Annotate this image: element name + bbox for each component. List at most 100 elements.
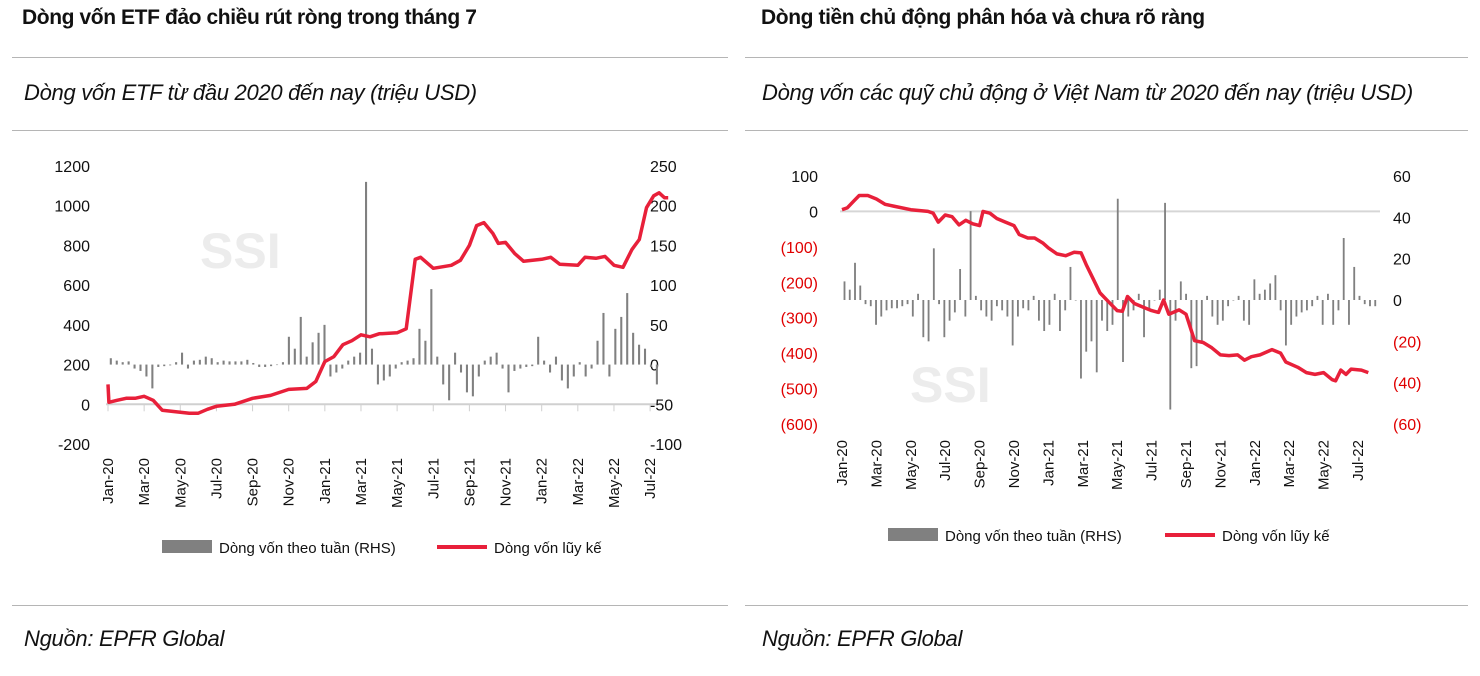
weekly-flow-bar <box>477 364 480 377</box>
weekly-flow-bar <box>1295 300 1298 317</box>
cumulative-flow-line <box>106 191 669 415</box>
weekly-flow-bar <box>495 352 498 365</box>
weekly-flow-bar <box>181 352 184 365</box>
y-right-tick-label: 0 <box>650 358 659 375</box>
y-left-tick-label: 1000 <box>54 199 90 216</box>
weekly-flow-bar <box>554 356 558 365</box>
weekly-flow-bar <box>1321 300 1324 325</box>
weekly-flow-bar <box>287 336 290 365</box>
weekly-flow-bar <box>995 300 998 307</box>
x-tick-label: May-20 <box>172 458 189 508</box>
weekly-flow-bar <box>406 360 409 365</box>
divider <box>12 605 728 606</box>
weekly-flow-bar <box>1216 300 1219 325</box>
weekly-flow-bar <box>649 364 652 367</box>
weekly-flow-bar <box>890 300 893 309</box>
weekly-flow-bar <box>370 348 374 365</box>
y-right-tick-label: -100 <box>650 437 682 454</box>
weekly-flow-bar <box>436 356 439 365</box>
left-chart-title: Dòng vốn ETF đảo chiều rút ròng trong th… <box>22 6 477 29</box>
weekly-flow-bar <box>1316 295 1319 300</box>
weekly-flow-bar <box>911 300 914 317</box>
weekly-flow-bar <box>906 300 909 305</box>
weekly-flow-bar <box>1137 293 1140 300</box>
weekly-flow-bar <box>1106 300 1109 331</box>
weekly-flow-bar <box>1258 293 1261 300</box>
weekly-flow-bar <box>843 281 846 300</box>
x-tick-label: Sep-20 <box>972 440 989 488</box>
weekly-flow-bar <box>483 360 486 365</box>
weekly-flow-bar <box>1221 300 1224 321</box>
y-left-tick-label: (600) <box>781 417 818 434</box>
legend-bar-swatch <box>162 540 212 553</box>
weekly-flow-bar <box>1284 300 1287 346</box>
weekly-flow-bar <box>1048 300 1051 325</box>
x-tick-label: Mar-21 <box>353 458 370 506</box>
weekly-flow-bar <box>210 358 213 365</box>
weekly-flow-bar <box>192 360 195 365</box>
weekly-flow-bar <box>1374 300 1377 307</box>
weekly-flow-bar <box>1358 295 1361 300</box>
weekly-flow-bar <box>139 364 142 371</box>
divider <box>745 130 1468 131</box>
weekly-flow-bar <box>848 289 851 300</box>
weekly-flow-bar <box>1164 202 1166 300</box>
y-left-tick-label: 800 <box>63 238 90 255</box>
x-tick-label: Jul-21 <box>425 458 442 499</box>
weekly-flow-bar <box>938 300 941 305</box>
weekly-flow-bar <box>376 364 379 385</box>
weekly-flow-bar <box>1206 295 1209 300</box>
weekly-flow-bar <box>632 332 635 365</box>
weekly-flow-bar <box>1001 300 1004 311</box>
x-tick-label: May-22 <box>606 458 623 508</box>
y-right-tick-label: 40 <box>1393 210 1411 227</box>
weekly-flow-bar <box>932 248 935 300</box>
x-tick-label: Jul-22 <box>642 458 659 499</box>
weekly-flow-bar <box>990 300 993 321</box>
etf-flow-chart: SSI Jan-20 Mar-20 May-20 Jul-20 Sep-20 Nov-20 J… <box>54 159 682 557</box>
weekly-flow-bar <box>1016 300 1019 317</box>
weekly-flow-bar <box>151 364 154 389</box>
x-tick-label: May-22 <box>1316 440 1333 490</box>
weekly-flow-bar <box>1242 300 1245 321</box>
weekly-flow-bar <box>626 293 629 365</box>
y-right-tick-label: 20 <box>1393 252 1411 269</box>
x-tick-label: Mar-22 <box>1281 440 1298 488</box>
weekly-flow-bar <box>531 364 534 367</box>
weekly-flow-bar <box>507 364 510 393</box>
y-right-tick-label: 50 <box>650 318 668 335</box>
y-right-tick-label: (40) <box>1393 376 1421 393</box>
divider <box>745 605 1468 606</box>
weekly-flow-bar <box>1022 300 1025 309</box>
weekly-flow-bar <box>1011 300 1014 346</box>
weekly-flow-bar <box>394 364 397 369</box>
weekly-flow-bar <box>234 361 237 365</box>
weekly-flow-bar <box>400 362 403 365</box>
legend-bar-swatch <box>888 528 938 541</box>
x-tick-label: Jan-21 <box>1040 440 1057 486</box>
weekly-flow-bar <box>537 336 540 365</box>
weekly-flow-bar <box>1237 295 1240 300</box>
x-tick-label: Sep-21 <box>461 458 478 506</box>
weekly-flow-bar <box>418 328 421 365</box>
weekly-flow-bar <box>1363 300 1366 305</box>
weekly-flow-bar <box>880 300 883 317</box>
weekly-flow-bar <box>186 364 190 369</box>
weekly-flow-bar <box>620 316 623 365</box>
weekly-flow-bar <box>854 262 856 300</box>
weekly-flow-bar <box>121 362 124 365</box>
weekly-flow-bar <box>1143 300 1145 338</box>
x-tick-label: Jan-20 <box>834 440 851 486</box>
weekly-flow-bar <box>198 359 201 365</box>
weekly-flow-bar <box>1348 300 1350 325</box>
weekly-flow-bar <box>1263 289 1266 300</box>
weekly-flow-bar <box>1274 275 1277 300</box>
weekly-flow-bar <box>240 361 243 365</box>
weekly-flow-bar <box>1095 300 1098 373</box>
weekly-flow-bar <box>901 300 904 307</box>
weekly-flow-bar <box>430 289 433 365</box>
weekly-flow-bar <box>228 361 231 365</box>
weekly-flow-bar <box>917 293 919 300</box>
weekly-flow-bar <box>1327 293 1329 300</box>
right-chart-source: Nguồn: EPFR Global <box>762 626 963 651</box>
